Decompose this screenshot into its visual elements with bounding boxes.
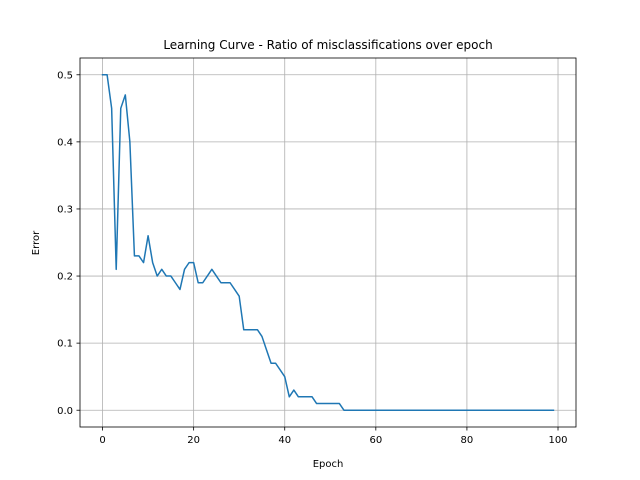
y-tick-label: 0.0 xyxy=(57,406,73,417)
y-axis-label: Error xyxy=(31,230,42,255)
chart-title: Learning Curve - Ratio of misclassificat… xyxy=(163,38,492,52)
tick-labels: 0 20 40 60 80 100 0.0 0.1 0.2 0.3 0.4 0.5 xyxy=(57,70,567,446)
y-tick-label: 0.3 xyxy=(57,205,73,216)
x-tick-label: 0 xyxy=(99,435,105,446)
plot-frame xyxy=(79,57,577,428)
y-tick-label: 0.2 xyxy=(57,272,73,283)
axis-ticks xyxy=(76,74,559,431)
x-tick-label: 60 xyxy=(369,435,382,446)
x-tick-label: 20 xyxy=(187,435,200,446)
x-tick-label: 100 xyxy=(548,435,567,446)
data-series xyxy=(101,74,555,411)
y-tick-label: 0.4 xyxy=(57,137,73,148)
y-tick-label: 0.5 xyxy=(57,70,73,81)
error-series-line xyxy=(101,74,555,411)
x-tick-label: 80 xyxy=(461,435,474,446)
x-axis-label: Epoch xyxy=(313,459,344,470)
grid xyxy=(80,58,576,427)
x-tick-label: 40 xyxy=(278,435,291,446)
y-tick-label: 0.1 xyxy=(57,339,73,350)
